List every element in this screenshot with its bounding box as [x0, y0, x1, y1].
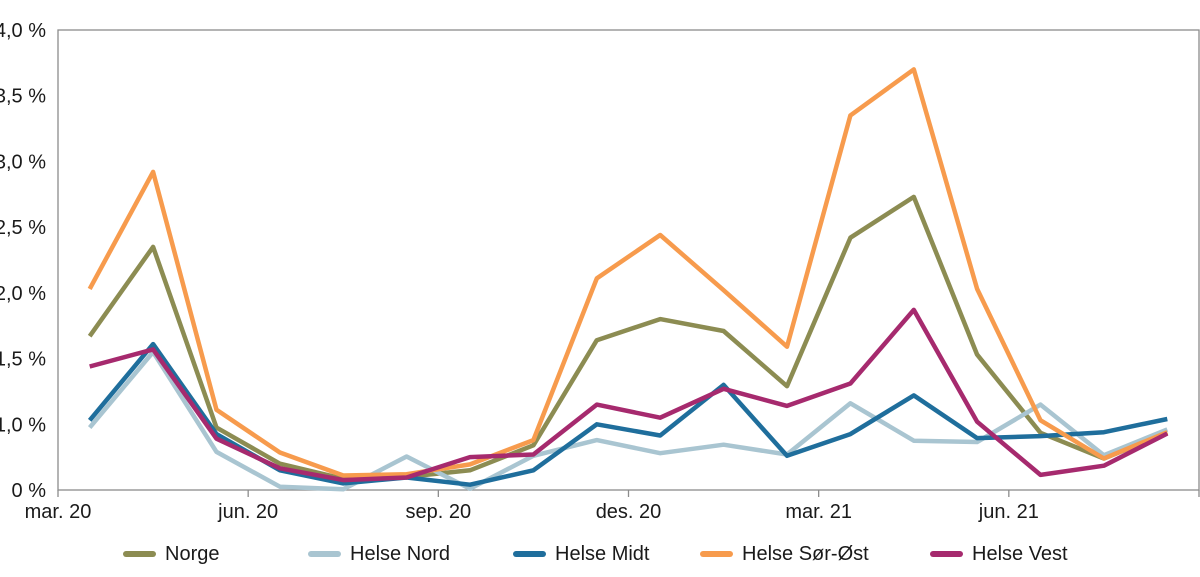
x-axis-tick-label: jun. 21 [978, 501, 1039, 523]
legend-swatch-helse-sor-ost [700, 551, 733, 557]
legend-label: Helse Sør-Øst [742, 543, 869, 565]
y-axis-tick-label: 1,5 % [0, 349, 46, 371]
legend-swatch-helse-midt [513, 551, 546, 557]
x-axis-tick-label: mar. 20 [25, 501, 92, 523]
series-line-norge [87, 194, 1169, 482]
series-line-helse-vest [89, 307, 1169, 483]
chart-legend: Norge Helse Nord Helse Midt Helse Sør-Øs… [0, 540, 1200, 570]
x-axis-tick-label: mar. 21 [785, 501, 852, 523]
legend-label: Helse Vest [972, 543, 1068, 565]
y-axis-tick-label: 2,0 % [0, 283, 46, 305]
legend-label: Helse Nord [350, 543, 451, 565]
y-axis-tick-label: 3,0 % [0, 151, 46, 173]
y-axis-tick-label: 1,0 % [0, 414, 46, 436]
legend-label: Norge [165, 543, 220, 565]
y-axis-tick-label: 3,5 % [0, 86, 46, 108]
x-axis-tick-label: sep. 20 [406, 501, 472, 523]
legend-item-helse-midt: Helse Midt [513, 540, 649, 568]
y-axis-tick-label: 4,0 % [0, 20, 46, 42]
legend-item-helse-vest: Helse Vest [930, 540, 1068, 568]
y-axis-tick-label: 0 % [12, 480, 47, 502]
y-axis-tick-label: 2,5 % [0, 217, 46, 239]
series-line-helse-s-r-st [87, 67, 1169, 478]
series-line-helse-midt [87, 341, 1168, 487]
legend-item-norge: Norge [123, 540, 219, 568]
legend-swatch-norge [123, 551, 156, 557]
series-line-helse-nord [87, 349, 1169, 492]
legend-swatch-helse-nord [308, 551, 341, 557]
legend-label: Helse Midt [555, 543, 650, 565]
legend-item-helse-sor-ost: Helse Sør-Øst [700, 540, 869, 568]
legend-item-helse-nord: Helse Nord [308, 540, 450, 568]
x-axis-tick-label: des. 20 [596, 501, 662, 523]
chart-plot-area: mar. 20 jun. 20 sep. 20 des. 20 mar. 21 jun. … [0, 20, 1200, 523]
legend-swatch-helse-vest [930, 551, 963, 557]
x-axis-tick-label: jun. 20 [217, 501, 278, 523]
